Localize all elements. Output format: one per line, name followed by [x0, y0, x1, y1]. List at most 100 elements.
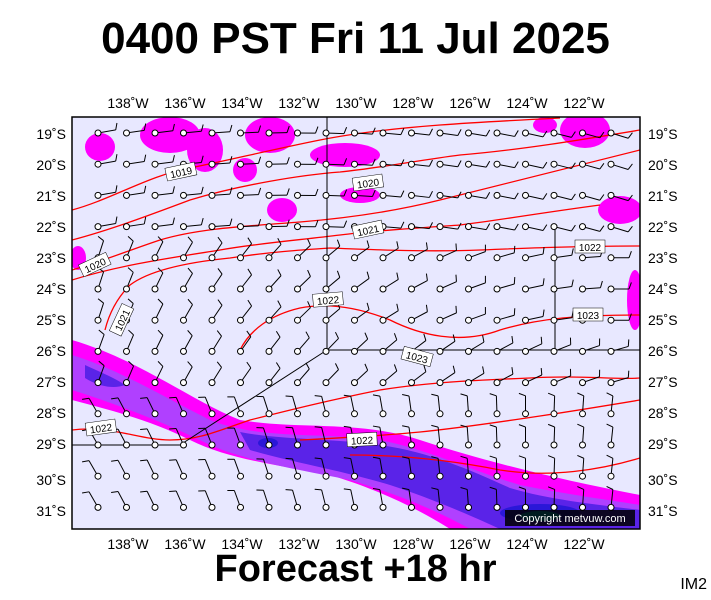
- wind-station: [237, 441, 244, 449]
- wind-barb-flag: [258, 218, 262, 226]
- wind-station: [180, 285, 187, 293]
- lat-label: 24˚S: [36, 281, 66, 297]
- wind-barb-flag: [258, 187, 262, 195]
- wind-station: [94, 223, 102, 231]
- wind-barb-flag: [542, 161, 548, 169]
- wind-station: [208, 160, 216, 168]
- wind-barb-flag: [366, 302, 370, 310]
- product-code: IM2: [680, 576, 707, 593]
- lon-label: 136˚W: [164, 95, 206, 111]
- wind-barb-flag: [431, 456, 439, 459]
- wind-barb-flag: [247, 237, 253, 244]
- wind-barb-flag: [396, 303, 399, 311]
- wind-barb-flag: [366, 240, 370, 248]
- wind-station: [465, 129, 472, 137]
- wind-station: [322, 503, 330, 511]
- wind-station: [180, 191, 187, 199]
- wind-barb-flag: [246, 330, 252, 337]
- wind-barb-flag: [336, 270, 341, 278]
- wind-station: [607, 254, 615, 262]
- wind-station: [379, 379, 387, 387]
- wind-barb-flag: [460, 393, 468, 397]
- wind-barb-flag: [423, 333, 427, 341]
- wind-station: [94, 410, 102, 418]
- wind-barb-flag: [400, 221, 405, 229]
- lon-label: 124˚W: [506, 95, 548, 111]
- wind-barb-flag: [489, 486, 497, 490]
- wind-station: [607, 160, 615, 168]
- wind-station: [550, 379, 558, 387]
- wind-barb-flag: [542, 278, 545, 286]
- wind-station: [151, 503, 159, 511]
- wind-barb-flag: [542, 309, 545, 317]
- wind-barb-flag: [286, 188, 290, 196]
- wind-barb-flag: [606, 392, 614, 397]
- wind-barb-flag: [217, 299, 223, 306]
- wind-station: [579, 285, 586, 293]
- wind-barb-flag: [143, 123, 147, 131]
- wind-barb-flag: [511, 335, 514, 344]
- wind-station: [265, 160, 273, 168]
- wind-barb-flag: [97, 235, 104, 242]
- map-title: 0400 PST Fri 11 Jul 2025: [101, 14, 610, 63]
- wind-station: [579, 160, 586, 168]
- wind-station: [379, 472, 387, 480]
- wind-barb-flag: [275, 331, 281, 338]
- wind-station: [123, 472, 130, 480]
- wind-barb-flag: [314, 426, 322, 429]
- wind-station: [294, 254, 301, 262]
- wind-barb-flag: [577, 423, 584, 428]
- lat-label: 20˚S: [648, 157, 678, 173]
- wind-barb-flag: [599, 163, 605, 170]
- wind-barb-flag: [372, 487, 380, 491]
- wind-station: [94, 160, 102, 168]
- wind-station: [322, 347, 330, 355]
- wind-station: [522, 441, 529, 449]
- wind-station: [237, 191, 244, 199]
- wind-barb-flag: [457, 129, 462, 136]
- wind-station: [265, 129, 273, 137]
- wind-barb-flag: [286, 157, 290, 165]
- wind-barb-flag: [229, 218, 233, 226]
- wind-barb-flag: [258, 125, 262, 133]
- wind-barb-flag: [246, 361, 252, 369]
- lon-label: 128˚W: [392, 95, 434, 111]
- wind-barb-flag: [128, 360, 134, 367]
- wind-barb-flag: [571, 162, 576, 169]
- wind-barb-flag: [277, 300, 282, 308]
- wind-station: [180, 410, 187, 418]
- wind-station: [237, 472, 244, 480]
- wind-station: [579, 472, 586, 480]
- wind-barb-flag: [364, 332, 369, 340]
- lat-labels-left: 19˚S 20˚S 21˚S 22˚S 23˚S 24˚S 25˚S 26˚S …: [36, 126, 66, 519]
- wind-barb-flag: [157, 329, 164, 336]
- lat-label: 26˚S: [648, 343, 678, 359]
- wind-station: [607, 347, 615, 355]
- wind-barb-flag: [258, 156, 262, 164]
- wind-station: [351, 254, 358, 262]
- wind-barb-flag: [343, 220, 348, 228]
- isobar-label: 1019: [169, 166, 193, 181]
- wind-station: [379, 191, 387, 199]
- wind-barb-flag: [157, 236, 164, 242]
- wind-barb-flag: [577, 454, 584, 459]
- wind-station: [123, 223, 130, 231]
- wind-station: [351, 379, 358, 387]
- wind-station: [408, 254, 415, 262]
- wind-barb-flag: [229, 187, 233, 195]
- wind-barb-flag: [115, 154, 118, 162]
- wind-station: [123, 285, 130, 293]
- wind-barb-flag: [402, 394, 410, 397]
- wind-station: [294, 223, 301, 231]
- wind-barb-flag: [372, 425, 380, 428]
- wind-barb-flag: [400, 159, 405, 166]
- wind-barb-flag: [314, 395, 322, 397]
- wind-station: [550, 191, 558, 199]
- wind-barb-flag: [518, 486, 526, 490]
- wind-station: [180, 223, 187, 231]
- wind-station: [522, 129, 529, 137]
- wind-station: [351, 410, 358, 418]
- wind-station: [294, 347, 301, 355]
- wind-station: [294, 285, 301, 293]
- wind-barb-flag: [216, 361, 222, 368]
